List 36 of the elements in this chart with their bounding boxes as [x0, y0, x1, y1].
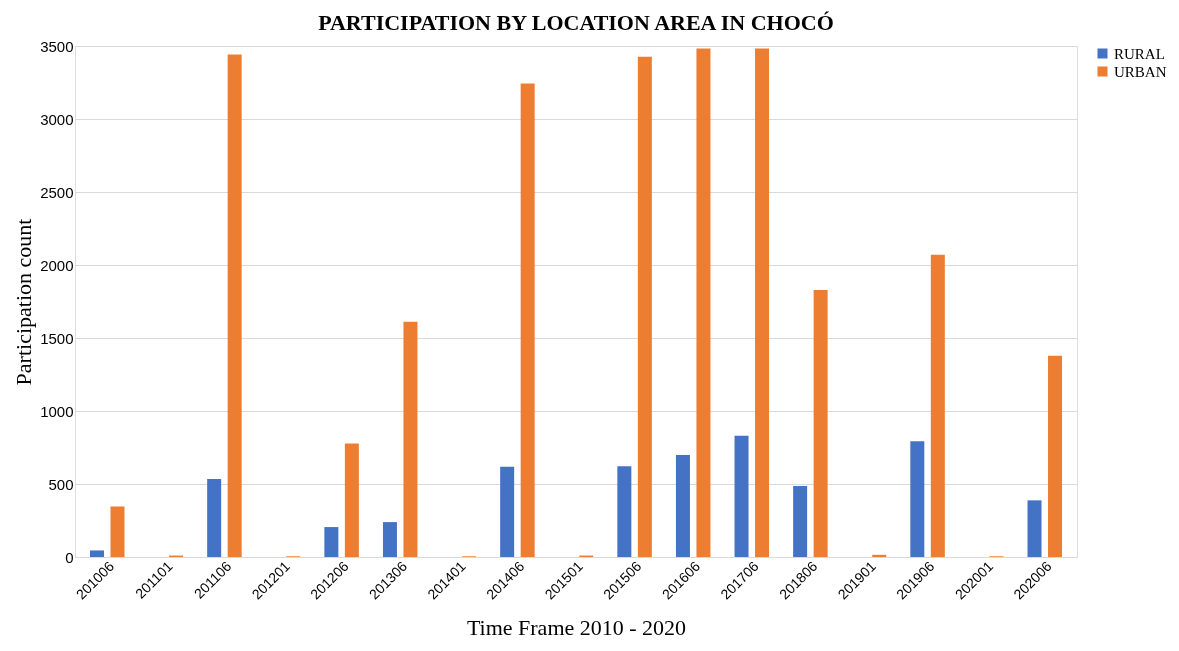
y-axis-title: Participation count: [11, 218, 37, 386]
bar: [344, 443, 359, 557]
x-axis-title: Time Frame 2010 - 2020: [466, 615, 687, 641]
bar: [910, 441, 925, 557]
y-tick-label: 2500: [40, 183, 74, 201]
y-tick-label: 1000: [40, 402, 74, 420]
bar: [207, 478, 222, 557]
bar: [89, 550, 104, 557]
bar: [1048, 355, 1063, 557]
bar: [382, 522, 397, 557]
y-tick-label: 2000: [40, 256, 74, 274]
bar: [793, 485, 808, 557]
chart-title: PARTICIPATION BY LOCATION AREA IN CHOCÓ: [318, 10, 834, 35]
bar: [637, 56, 652, 557]
bar: [813, 289, 828, 557]
y-tick-label: 1500: [40, 329, 74, 347]
bar: [696, 48, 711, 557]
legend-label: URBAN: [1114, 63, 1167, 80]
y-tick-label: 0: [65, 548, 74, 566]
bar: [500, 466, 515, 557]
bar: [324, 527, 339, 557]
bar: [110, 506, 125, 557]
bar: [227, 54, 242, 557]
bar: [872, 554, 887, 557]
bar: [520, 83, 535, 557]
bar: [1027, 500, 1042, 557]
bar: [403, 321, 418, 557]
bar: [734, 435, 749, 557]
bar: [675, 455, 690, 557]
y-tick-label: 500: [48, 475, 74, 493]
legend-label: RURAL: [1114, 45, 1165, 62]
bar: [617, 466, 632, 557]
bar: [755, 48, 770, 557]
y-tick-label: 3000: [40, 110, 74, 128]
y-tick-label: 3500: [40, 37, 74, 55]
bar: [930, 254, 945, 557]
